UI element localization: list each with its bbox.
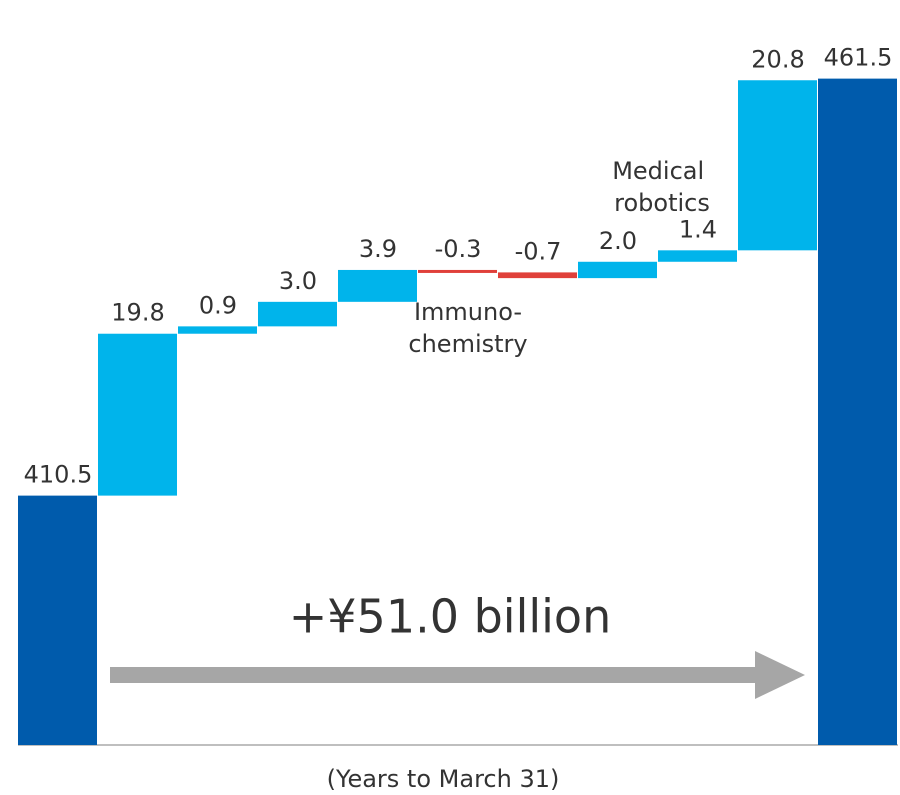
value-label: 1.4	[679, 215, 717, 243]
category-label: Medical robotics	[612, 157, 712, 217]
value-label: 3.0	[279, 267, 317, 295]
x-axis-label: (Years to March 31)	[327, 765, 560, 793]
category-label: Immuno-chemistry	[408, 298, 527, 358]
value-label: 461.5	[824, 44, 893, 72]
bar	[258, 301, 337, 327]
arrow-head	[755, 651, 805, 699]
value-label: 0.9	[199, 291, 237, 319]
value-label: -0.3	[435, 235, 482, 263]
bar	[338, 269, 417, 302]
value-label: 2.0	[599, 227, 637, 255]
bar	[498, 272, 577, 279]
annotation: +¥51.0 billion	[289, 590, 611, 644]
value-label: 3.9	[359, 235, 397, 263]
value-label: -0.7	[515, 237, 562, 265]
bar	[18, 495, 97, 745]
value-label: 19.8	[111, 299, 164, 327]
value-label: 410.5	[24, 461, 93, 489]
bar	[658, 250, 737, 262]
bar	[178, 326, 257, 334]
bar	[818, 78, 897, 745]
bar	[738, 80, 817, 251]
bar	[418, 269, 497, 273]
bar	[98, 333, 177, 496]
value-label: 20.8	[751, 45, 804, 73]
bar	[578, 261, 657, 279]
